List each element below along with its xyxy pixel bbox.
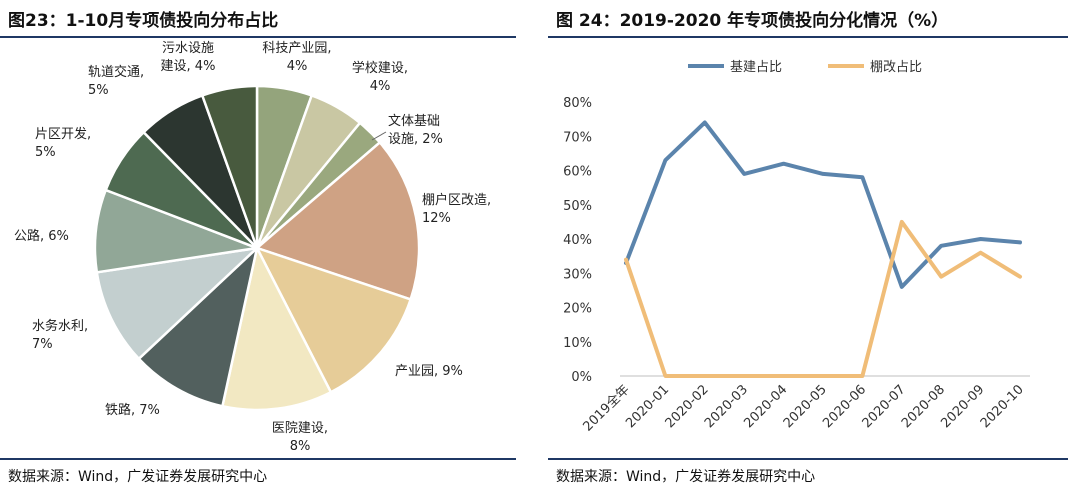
pie-chart: 科技产业园, 4% 学校建设, 4% 文体基础设施, 2% 棚户区改造, 12% 产业园, 9…	[14, 41, 491, 454]
y-tick-label: 40%	[563, 233, 592, 248]
pie-chart-panel: 图23：1-10月专项债投向分布占比 科技产业园, 4% 学校建设, 4% 文体基础设施…	[0, 0, 528, 498]
pie-slice-label: 学校建设, 4%	[352, 60, 408, 94]
pie-slice-label: 医院建设, 8%	[272, 421, 328, 454]
y-tick-label: 70%	[563, 130, 592, 145]
title-divider	[548, 36, 1068, 38]
pie-slice	[200, 84, 259, 249]
pie-slice-label: 公路, 6%	[14, 228, 69, 244]
pie-chart-title: 图23：1-10月专项债投向分布占比	[8, 11, 279, 31]
line-chart-title: 图 24：2019-2020 年专项债投向分化情况（%）	[556, 11, 949, 31]
y-tick-label: 30%	[563, 267, 592, 282]
pie-slice	[254, 245, 413, 394]
pie-slice	[95, 246, 261, 361]
pie-slice	[137, 244, 260, 408]
pie-slice-label: 污水设施建设, 4%	[161, 41, 216, 74]
pie-slice-label: 科技产业园, 4%	[262, 41, 331, 74]
series-line	[624, 219, 1022, 378]
pie-slice-label: 铁路, 7%	[105, 402, 160, 418]
x-tick-label: 2019全年	[580, 382, 633, 435]
pie-slice-label: 棚户区改造, 12%	[422, 192, 491, 226]
pie-slice-label: 水务水利, 7%	[32, 318, 88, 352]
source-divider	[548, 458, 1068, 460]
legend-label: 基建占比	[730, 60, 782, 75]
pie-slice-label: 轨道交通, 5%	[88, 64, 144, 98]
pie-slice-label: 文体基础设施, 2%	[388, 114, 443, 147]
pie-slice-label: 片区开发, 5%	[35, 126, 91, 160]
y-tick-label: 0%	[571, 370, 592, 385]
x-tick-label: 2020-10	[978, 382, 1027, 431]
line-chart-panel: 图 24：2019-2020 年专项债投向分化情况（%） 0% 10% 20% 30%…	[548, 0, 1080, 498]
series-line	[624, 120, 1022, 289]
y-tick-label: 60%	[563, 165, 592, 180]
pie-slice	[254, 140, 421, 301]
source-divider	[0, 458, 516, 460]
y-tick-label: 80%	[563, 96, 592, 111]
line-source-note: 数据来源：Wind，广发证券发展研究中心	[556, 469, 816, 485]
y-tick-label: 10%	[563, 336, 592, 351]
line-chart: 0%10%20%30%40%50%60%70%80%2019全年2020-012…	[563, 60, 1030, 435]
y-tick-label: 20%	[563, 302, 592, 317]
pie-source-note: 数据来源：Wind，广发证券发展研究中心	[8, 469, 268, 485]
legend-label: 棚改占比	[870, 60, 922, 75]
title-divider	[0, 36, 516, 38]
pie-slice	[220, 244, 333, 412]
pie-slice-label: 产业园, 9%	[395, 364, 463, 379]
pie-leader-line	[371, 131, 387, 141]
y-tick-label: 50%	[563, 199, 592, 214]
